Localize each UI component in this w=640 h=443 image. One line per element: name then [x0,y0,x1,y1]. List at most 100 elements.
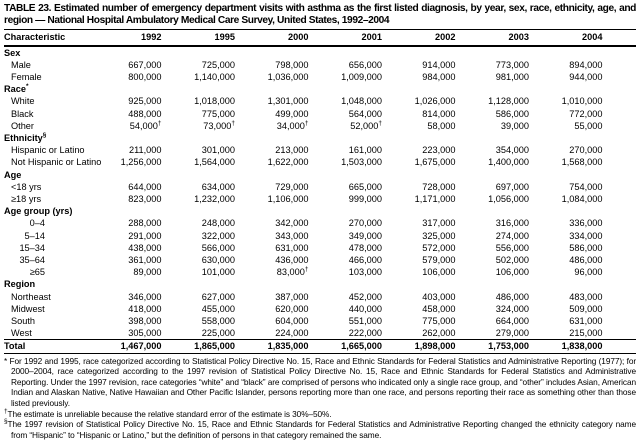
value-cell: 697,000 [495,181,529,192]
value-cell: 999,000 [348,194,382,205]
value-cell [458,278,532,290]
value-cell: 1,400,000 [488,157,529,168]
footnote-mark: § [42,131,47,139]
row-label: Race* [4,83,29,95]
value-cell: 288,000 [128,218,162,229]
value-cell [237,169,311,181]
value-cell: 73,000† [203,119,235,131]
value-cell: 729,000 [275,181,309,192]
spacer-cell [605,83,637,95]
value-cell: 301,000 [201,145,235,156]
value-cell [311,169,385,181]
spacer-cell [605,95,637,107]
spacer-cell [605,278,637,290]
value-cell: 106,000 [422,267,456,278]
row-label: 35–64 [19,255,45,266]
value-cell: 656,000 [348,59,382,70]
value-cell: 222,000 [348,328,382,339]
value-cell: 1,056,000 [488,194,529,205]
value-cell [384,205,458,217]
column-header-characteristic: Characteristic [4,29,90,47]
value-cell: 440,000 [348,303,382,314]
value-cell: 725,000 [201,59,235,70]
footnote: §The 1997 revision of Statistical Policy… [4,419,636,440]
spacer-cell [605,205,637,217]
value-cell [164,169,238,181]
value-cell: 775,000 [422,316,456,327]
value-cell: 499,000 [275,108,309,119]
value-cell: 270,000 [569,145,603,156]
value-cell [458,132,532,144]
table-title: TABLE 23. Estimated number of emergency … [4,3,636,26]
value-cell [384,169,458,181]
value-cell: 1,865,000 [163,339,237,354]
value-cell: 1,467,000 [90,339,164,354]
spacer-cell [605,181,637,193]
value-cell [164,83,238,95]
table-body: Sex Male 667,000 725,000 798,000 656,000 914,0… [4,46,636,354]
row-label: Age [4,169,22,180]
row-label: Black [11,108,34,119]
column-header-year: 2003 [457,29,531,47]
value-cell: 1,106,000 [267,194,309,205]
value-cell [384,278,458,290]
table-row: 0–4 288,000 248,000 342,000 270,000 317,000 31… [4,217,636,229]
value-cell: 981,000 [495,72,529,82]
value-cell: 161,000 [348,145,382,156]
table-row: Male 667,000 725,000 798,000 656,000 914,000 7… [4,59,636,71]
value-cell: 894,000 [569,59,603,70]
spacer-cell [605,132,637,144]
value-cell: 775,000 [201,108,235,119]
column-header-year: 2000 [237,29,311,47]
value-cell: 324,000 [495,303,529,314]
dagger-footnote-mark: † [378,119,382,127]
table-row: Total 1,467,000 1,865,000 1,835,000 1,665,00… [4,339,636,354]
value-cell [531,205,605,217]
column-header-year: 1992 [90,29,164,47]
value-cell: 644,000 [128,181,162,192]
table-row: Female 800,000 1,140,000 1,036,000 1,009,000… [4,71,636,83]
value-cell [164,132,238,144]
value-cell: 556,000 [495,242,529,253]
row-label: Age group (yrs) [4,206,73,217]
value-cell: 631,000 [275,242,309,253]
value-cell: 772,000 [569,108,603,119]
value-cell: 754,000 [569,181,603,192]
value-cell: 225,000 [201,328,235,339]
value-cell: 34,000† [276,119,309,131]
value-cell [164,46,238,59]
value-cell: 317,000 [422,218,456,229]
row-label: Ethnicity§ [4,131,47,144]
value-cell: 630,000 [201,255,235,266]
value-cell: 55,000 [574,120,603,131]
value-cell: 1,898,000 [384,339,458,354]
value-cell: 627,000 [201,291,235,302]
table-row: 35–64 361,000 630,000 436,000 466,000 579,000… [4,254,636,266]
value-cell: 1,622,000 [267,157,309,168]
value-cell: 1,568,000 [561,157,603,168]
value-cell: 403,000 [422,291,456,302]
value-cell [458,169,532,181]
value-cell [90,46,164,59]
row-label: ≥18 yrs [11,194,42,205]
value-cell: 398,000 [128,316,162,327]
value-cell: 665,000 [348,181,382,192]
value-cell: 925,000 [128,96,162,107]
row-label: ≥65 [29,267,45,278]
value-cell: 334,000 [569,230,603,241]
value-cell [384,83,458,95]
value-cell: 346,000 [128,291,162,302]
value-cell: 664,000 [495,316,529,327]
value-cell: 387,000 [275,291,309,302]
value-cell: 96,000 [574,267,603,278]
value-cell: 1,018,000 [194,96,235,107]
value-cell: 248,000 [201,218,235,229]
row-label: 15–34 [19,242,45,253]
table-row: <18 yrs 644,000 634,000 729,000 665,000 728,0… [4,181,636,193]
value-cell [458,46,532,59]
value-cell [531,46,605,59]
value-cell: 89,000 [133,267,162,278]
row-label: Northeast [11,291,51,302]
value-cell [90,278,164,290]
